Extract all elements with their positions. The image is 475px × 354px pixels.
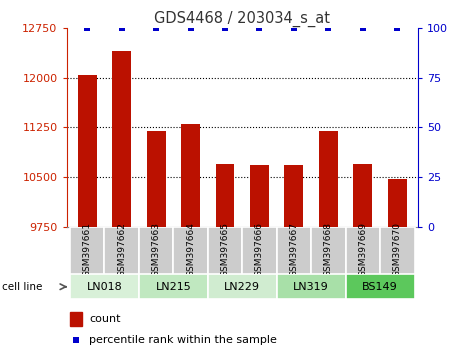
Text: LN229: LN229 xyxy=(224,282,260,292)
Bar xyxy=(380,227,415,274)
Bar xyxy=(70,312,82,326)
Bar xyxy=(250,165,269,227)
Text: GSM397667: GSM397667 xyxy=(289,222,298,277)
Text: LN018: LN018 xyxy=(86,282,122,292)
Title: GDS4468 / 203034_s_at: GDS4468 / 203034_s_at xyxy=(154,11,330,27)
Bar xyxy=(319,131,338,227)
Bar xyxy=(277,274,346,299)
Bar xyxy=(277,227,311,274)
Text: count: count xyxy=(89,314,121,324)
Bar xyxy=(112,51,131,227)
Bar xyxy=(346,274,415,299)
Text: GSM397663: GSM397663 xyxy=(152,222,161,277)
Bar xyxy=(242,227,277,274)
Text: GSM397668: GSM397668 xyxy=(324,222,333,277)
Bar xyxy=(147,131,166,227)
Bar xyxy=(208,274,277,299)
Text: LN319: LN319 xyxy=(293,282,329,292)
Text: GSM397661: GSM397661 xyxy=(83,222,92,277)
Bar xyxy=(173,227,208,274)
Bar xyxy=(216,164,235,227)
Bar xyxy=(139,274,208,299)
Text: GSM397665: GSM397665 xyxy=(220,222,229,277)
Text: GSM397662: GSM397662 xyxy=(117,222,126,277)
Text: GSM397666: GSM397666 xyxy=(255,222,264,277)
Bar xyxy=(311,227,346,274)
Bar xyxy=(139,227,173,274)
Bar xyxy=(346,227,380,274)
Bar xyxy=(285,165,304,227)
Text: BS149: BS149 xyxy=(362,282,398,292)
Bar xyxy=(388,179,407,227)
Bar xyxy=(353,164,372,227)
Bar xyxy=(78,75,96,227)
Bar xyxy=(104,227,139,274)
Text: percentile rank within the sample: percentile rank within the sample xyxy=(89,335,277,345)
Text: GSM397670: GSM397670 xyxy=(393,222,402,277)
Text: GSM397664: GSM397664 xyxy=(186,222,195,277)
Bar xyxy=(70,227,104,274)
Text: cell line: cell line xyxy=(2,282,43,292)
Text: LN215: LN215 xyxy=(155,282,191,292)
Text: GSM397669: GSM397669 xyxy=(358,222,367,277)
Bar xyxy=(208,227,242,274)
Bar xyxy=(70,274,139,299)
Bar xyxy=(181,124,200,227)
